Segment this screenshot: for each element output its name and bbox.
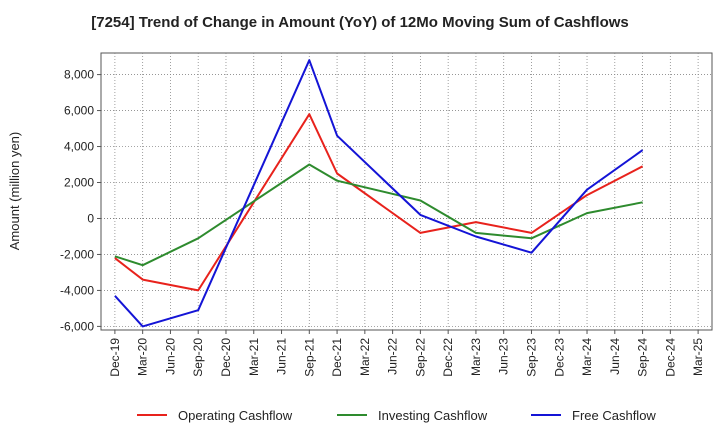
x-tick-label: Sep-22 bbox=[413, 338, 427, 377]
x-tick-label: Jun-23 bbox=[497, 338, 511, 375]
grid bbox=[101, 53, 712, 330]
y-tick-label: 2,000 bbox=[64, 176, 94, 190]
x-tick-label: Jun-24 bbox=[608, 338, 622, 375]
y-axis-title: Amount (million yen) bbox=[7, 132, 22, 251]
series-group bbox=[114, 59, 644, 328]
x-tick-label: Dec-21 bbox=[330, 338, 344, 377]
x-tick-label: Jun-20 bbox=[163, 338, 177, 375]
y-tick-label: 6,000 bbox=[64, 104, 94, 118]
x-tick-label: Mar-20 bbox=[136, 338, 150, 376]
x-axis: Dec-19 Mar-20 Jun-20 Sep-20 Dec-20 Mar-21 Jun-… bbox=[108, 330, 705, 377]
y-tick-label: 8,000 bbox=[64, 68, 94, 82]
x-tick-label: Dec-19 bbox=[108, 338, 122, 377]
y-tick-label: 0 bbox=[87, 211, 94, 225]
series-line-operating-cashflow bbox=[114, 113, 644, 292]
legend: Operating Cashflow Investing Cashflow Free… bbox=[137, 408, 656, 423]
y-axis: -6,000 -4,000 -2,000 0 2,000 4,000 6,000 8,000 bbox=[60, 68, 101, 333]
legend-label-free-cashflow: Free Cashflow bbox=[572, 408, 656, 423]
chart-title: [7254] Trend of Change in Amount (YoY) o… bbox=[91, 14, 629, 31]
x-tick-label: Sep-23 bbox=[524, 338, 538, 377]
x-tick-label: Mar-21 bbox=[247, 338, 261, 376]
legend-label-operating-cashflow: Operating Cashflow bbox=[178, 408, 293, 423]
series-line-investing-cashflow bbox=[114, 163, 643, 267]
y-tick-label: 4,000 bbox=[64, 140, 94, 154]
x-tick-label: Mar-23 bbox=[469, 338, 483, 376]
x-tick-label: Mar-22 bbox=[358, 338, 372, 376]
x-tick-label: Dec-23 bbox=[552, 338, 566, 377]
x-tick-label: Dec-22 bbox=[441, 338, 455, 377]
x-tick-label: Sep-20 bbox=[191, 338, 205, 377]
x-tick-label: Jun-21 bbox=[275, 338, 289, 375]
x-tick-label: Jun-22 bbox=[386, 338, 400, 375]
y-tick-label: -6,000 bbox=[60, 319, 94, 333]
x-tick-label: Dec-24 bbox=[663, 338, 677, 377]
x-tick-label: Sep-24 bbox=[636, 338, 650, 377]
x-tick-label: Mar-24 bbox=[580, 338, 594, 376]
y-tick-label: -4,000 bbox=[60, 283, 94, 297]
x-tick-label: Dec-20 bbox=[219, 338, 233, 377]
y-tick-label: -2,000 bbox=[60, 247, 94, 261]
legend-label-investing-cashflow: Investing Cashflow bbox=[378, 408, 488, 423]
x-tick-label: Mar-25 bbox=[691, 338, 705, 376]
series-line-free-cashflow bbox=[114, 59, 644, 328]
x-tick-label: Sep-21 bbox=[302, 338, 316, 377]
